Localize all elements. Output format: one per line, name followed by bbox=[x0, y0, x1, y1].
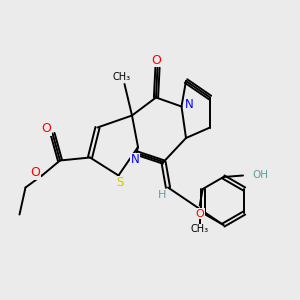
Text: N: N bbox=[130, 153, 140, 166]
Text: S: S bbox=[116, 176, 124, 190]
Text: O: O bbox=[151, 53, 161, 67]
Text: O: O bbox=[42, 122, 51, 136]
Text: O: O bbox=[195, 208, 204, 219]
Text: OH: OH bbox=[252, 170, 268, 181]
Text: CH₃: CH₃ bbox=[112, 71, 130, 82]
Text: H: H bbox=[158, 190, 166, 200]
Text: N: N bbox=[184, 98, 194, 112]
Text: CH₃: CH₃ bbox=[191, 224, 209, 235]
Text: O: O bbox=[31, 166, 40, 179]
